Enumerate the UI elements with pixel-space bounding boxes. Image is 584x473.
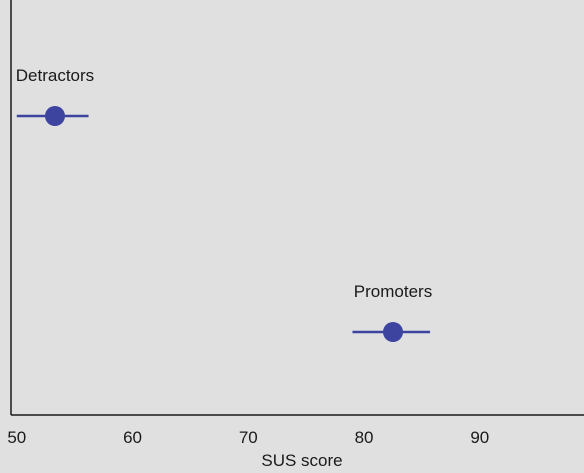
mean-marker — [44, 106, 65, 126]
x-tick-label: 60 — [123, 428, 142, 447]
x-tick-label: 50 — [7, 428, 26, 447]
mean-marker — [383, 322, 403, 342]
plot-area: 50 60 70 80 90 SUS score Detractors Promoters — [7, 0, 584, 470]
x-tick-label: 70 — [239, 428, 258, 447]
x-axis-title: SUS score — [261, 451, 342, 470]
x-tick-label: 80 — [355, 428, 374, 447]
group-label: Detractors — [16, 66, 94, 85]
group-label: Promoters — [354, 282, 432, 301]
x-tick-label: 90 — [470, 428, 489, 447]
